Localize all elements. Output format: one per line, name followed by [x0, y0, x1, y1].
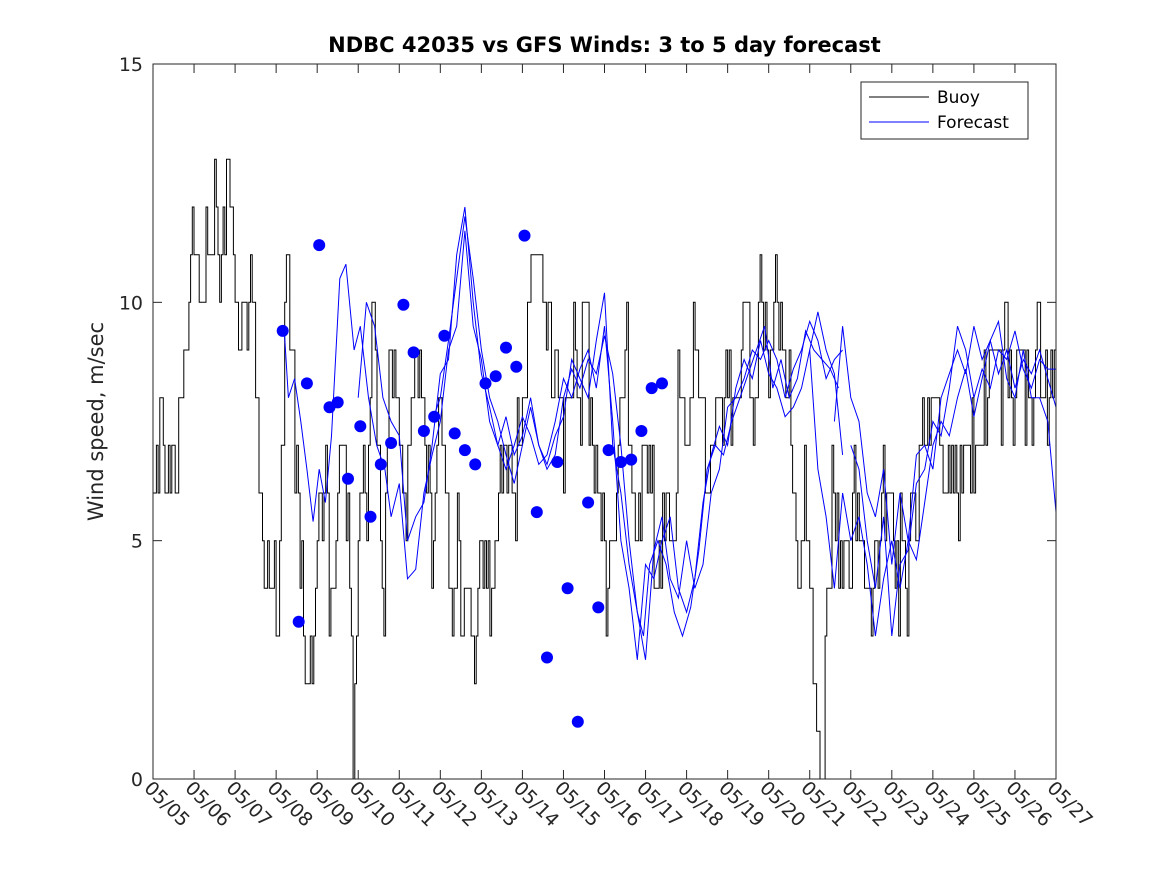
forecast-marker-11 — [385, 437, 398, 449]
forecast-marker-21 — [489, 370, 502, 383]
forecast-marker-24 — [518, 229, 531, 242]
forecast-marker-6 — [331, 396, 344, 409]
forecast-marker-29 — [571, 715, 584, 728]
legend-label-forecast: Forecast — [937, 113, 1009, 133]
forecast-marker-17 — [448, 427, 461, 440]
forecast-marker-28 — [561, 582, 574, 595]
plot-area — [153, 158, 1057, 780]
y-axis-label: Wind speed, m/sec — [84, 322, 108, 521]
forecast-marker-31 — [592, 601, 605, 614]
forecast-marker-23 — [510, 360, 523, 373]
forecast-marker-3 — [300, 377, 313, 390]
forecast-marker-16 — [438, 329, 451, 342]
forecast-marker-25 — [530, 506, 543, 519]
forecast-marker-22 — [500, 341, 512, 354]
forecast-marker-2 — [292, 615, 305, 628]
forecast-marker-18 — [458, 444, 471, 457]
legend-label-buoy: Buoy — [937, 88, 980, 108]
legend-box — [860, 81, 1029, 140]
chart-title: NDBC 42035 vs GFS Winds: 3 to 5 day fore… — [328, 33, 881, 57]
forecast-marker-7 — [342, 472, 354, 485]
forecast-marker-33 — [614, 456, 627, 468]
forecast-marker-32 — [602, 444, 615, 457]
forecast-marker-27 — [551, 456, 564, 468]
forecast-marker-8 — [354, 420, 367, 433]
forecast-line-3 — [431, 216, 843, 660]
y-tick-label: 0 — [131, 769, 143, 791]
buoy-line — [153, 158, 1057, 780]
forecast-line-1 — [283, 230, 839, 638]
forecast-marker-20 — [479, 377, 492, 390]
forecast-marker-19 — [469, 458, 482, 471]
forecast-marker-30 — [582, 496, 595, 509]
forecast-marker-9 — [364, 510, 377, 523]
legend: Buoy Forecast — [860, 81, 1029, 140]
forecast-marker-13 — [407, 346, 420, 359]
forecast-marker-34 — [625, 453, 638, 466]
y-tick-label: 10 — [119, 292, 143, 314]
y-tick-label: 15 — [119, 54, 143, 76]
forecast-line-5 — [850, 326, 1056, 637]
forecast-line-6 — [809, 319, 1057, 637]
y-tick-label: 5 — [131, 531, 143, 553]
forecast-marker-36 — [645, 382, 658, 395]
forecast-marker-4 — [313, 239, 326, 252]
forecast-marker-12 — [397, 298, 410, 311]
forecast-marker-10 — [374, 458, 387, 471]
forecast-marker-15 — [428, 410, 441, 423]
forecast-line-2 — [357, 206, 844, 660]
forecast-marker-35 — [635, 425, 648, 437]
forecast-marker-26 — [541, 651, 553, 664]
forecast-marker-1 — [276, 324, 289, 337]
forecast-marker-37 — [656, 377, 668, 390]
forecast-marker-14 — [417, 425, 430, 437]
